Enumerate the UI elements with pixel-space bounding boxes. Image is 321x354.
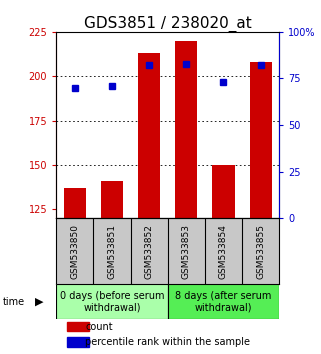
Text: GSM533854: GSM533854 xyxy=(219,224,228,279)
Bar xyxy=(138,53,160,218)
Text: ▶: ▶ xyxy=(35,297,44,307)
Text: GSM533851: GSM533851 xyxy=(108,224,117,279)
Text: percentile rank within the sample: percentile rank within the sample xyxy=(85,337,250,347)
Bar xyxy=(213,165,235,218)
Text: time: time xyxy=(3,297,25,307)
Text: 0 days (before serum
withdrawal): 0 days (before serum withdrawal) xyxy=(60,291,164,313)
Bar xyxy=(56,284,168,319)
Text: GSM533853: GSM533853 xyxy=(182,224,191,279)
Text: GSM533850: GSM533850 xyxy=(70,224,79,279)
Bar xyxy=(175,41,197,218)
Bar xyxy=(67,337,90,347)
Text: 8 days (after serum
withdrawal): 8 days (after serum withdrawal) xyxy=(175,291,272,313)
Bar xyxy=(67,322,90,331)
Bar xyxy=(249,62,272,218)
Text: GSM533852: GSM533852 xyxy=(145,224,154,279)
Text: count: count xyxy=(85,321,113,332)
Bar xyxy=(101,181,123,218)
Bar xyxy=(168,284,279,319)
Bar xyxy=(64,188,86,218)
Text: GSM533855: GSM533855 xyxy=(256,224,265,279)
Title: GDS3851 / 238020_at: GDS3851 / 238020_at xyxy=(84,16,252,32)
